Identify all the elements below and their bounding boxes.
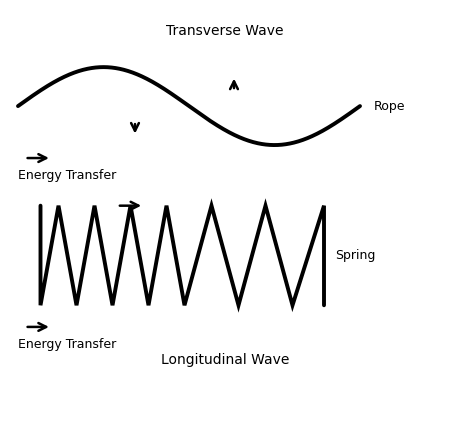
Text: Transverse Wave: Transverse Wave [166, 24, 284, 38]
Text: Longitudinal Wave: Longitudinal Wave [161, 353, 289, 367]
Text: Energy Transfer: Energy Transfer [18, 338, 116, 351]
Text: Energy Transfer: Energy Transfer [18, 169, 116, 182]
Text: Spring: Spring [335, 249, 376, 262]
Text: Rope: Rope [374, 100, 405, 113]
